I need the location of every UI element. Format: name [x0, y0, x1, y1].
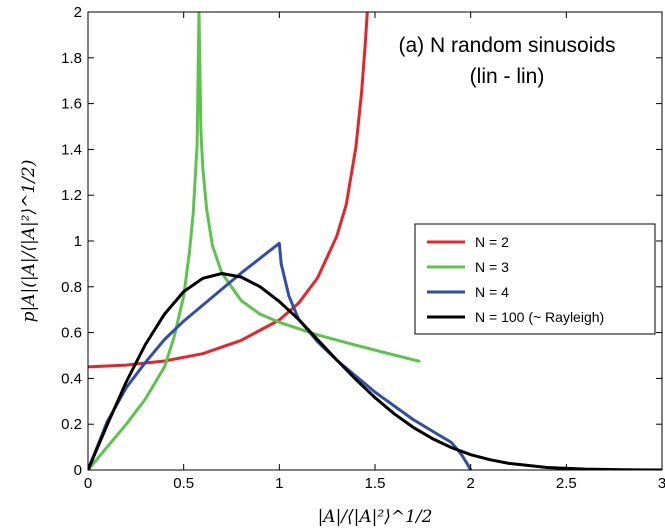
- y-tick-label: 1: [74, 233, 82, 250]
- series-line-1: [88, 12, 369, 369]
- series-layer: [88, 12, 662, 470]
- chart-title: (a) N random sinusoids: [398, 34, 615, 57]
- y-tick-label: 0.8: [61, 279, 82, 296]
- y-tick-label: 1.4: [61, 141, 82, 158]
- x-axis-label: |A|/⟨|A|²⟩^1/2: [318, 507, 433, 527]
- legend-entry-label: N = 3: [475, 259, 509, 275]
- y-tick-label: 0.2: [61, 416, 82, 433]
- chart-subtitle: (lin - lin): [470, 65, 545, 88]
- legend-entry-label: N = 2: [475, 234, 509, 250]
- y-tick-label: 0.6: [61, 325, 82, 342]
- x-tick-label: 1.5: [365, 475, 386, 492]
- y-tick-label: 2: [74, 4, 82, 21]
- y-tick-label: 1.8: [61, 50, 82, 67]
- x-tick-label: 0: [84, 475, 92, 492]
- legend-entry-label: N = 100 (~ Rayleigh): [475, 309, 604, 325]
- x-tick-label: 3: [658, 475, 665, 492]
- x-tick-label: 2: [466, 475, 474, 492]
- x-tick-label: 0.5: [173, 475, 194, 492]
- x-tick-label: 1: [275, 475, 283, 492]
- legend: N = 2 N = 3 N = 4 N = 100 (~ Rayleigh): [414, 223, 656, 335]
- y-tick-label: 0: [74, 462, 82, 479]
- series-line-2: [88, 12, 421, 470]
- y-tick-label: 1.6: [61, 96, 82, 113]
- y-tick-label: 0.4: [61, 370, 82, 387]
- x-tick-label: 2.5: [556, 475, 577, 492]
- series-line-3: [88, 241, 473, 470]
- y-axis-label: p|A|(|A|/⟨|A|²⟩^1/2): [19, 160, 39, 323]
- legend-entry-label: N = 4: [475, 284, 509, 300]
- ticks-layer: 0 0.5 1 1.5 2 2.5 3 0 0.2 0.4 0.6 0.8 1 1.2 1.4 1.6 1.8 2: [61, 4, 665, 492]
- y-tick-label: 1.2: [61, 187, 82, 204]
- series-line-4: [88, 272, 662, 470]
